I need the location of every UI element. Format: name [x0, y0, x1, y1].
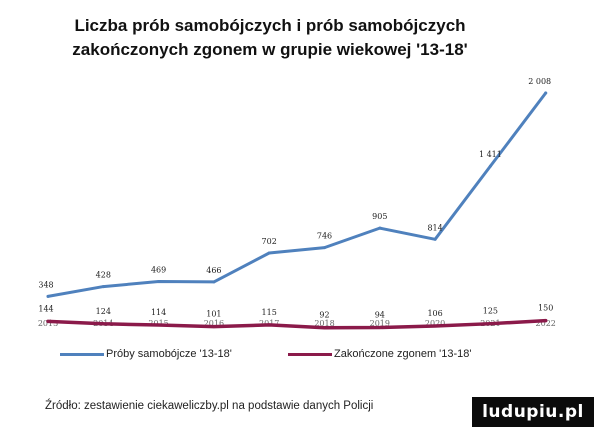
data-label-attempts: 905	[372, 212, 387, 221]
data-label-attempts: 1 411	[479, 150, 502, 159]
data-label-deaths: 124	[96, 307, 111, 316]
data-label-deaths: 125	[483, 307, 498, 316]
data-label-deaths: 92	[319, 311, 329, 320]
data-label-deaths: 106	[427, 309, 442, 318]
data-point-deaths	[101, 322, 105, 326]
legend-label-attempts: Próby samobójcze '13-18'	[106, 348, 232, 360]
legend-label-deaths: Zakończone zgonem '13-18'	[334, 348, 472, 360]
legend-item-deaths: Zakończone zgonem '13-18'	[288, 348, 472, 360]
x-tick-label: 2022	[536, 319, 556, 328]
data-label-deaths: 101	[206, 310, 221, 319]
data-label-attempts: 746	[317, 232, 332, 241]
data-point-attempts	[433, 237, 437, 241]
chart-title-line-1: Liczba prób samobójczych i prób samobójc…	[74, 16, 466, 35]
data-label-attempts: 469	[151, 266, 166, 275]
data-point-deaths	[267, 323, 271, 327]
data-point-attempts	[378, 226, 382, 230]
legend-swatch-attempts	[60, 352, 104, 356]
data-point-attempts	[544, 91, 548, 95]
data-label-attempts: 466	[206, 266, 221, 275]
data-point-deaths	[378, 325, 382, 329]
data-label-attempts: 2 008	[528, 77, 551, 86]
data-label-attempts: 814	[427, 223, 442, 232]
data-point-deaths	[544, 319, 548, 323]
x-tick-label: 2018	[314, 319, 334, 328]
data-label-attempts: 702	[262, 237, 277, 246]
chart-title-line-2: zakończonych zgonem w grupie wiekowej '1…	[72, 40, 468, 59]
data-point-deaths	[433, 324, 437, 328]
chart-title: Liczba prób samobójczych i prób samobójc…	[40, 14, 500, 62]
data-point-attempts	[101, 285, 105, 289]
data-point-deaths	[212, 325, 216, 329]
data-label-deaths: 114	[151, 308, 166, 317]
data-point-attempts	[157, 280, 161, 284]
data-point-deaths	[323, 326, 326, 330]
watermark-logo: ludupiu.pl	[472, 397, 594, 427]
legend-swatch-deaths	[288, 352, 332, 356]
data-label-deaths: 150	[538, 304, 553, 313]
x-tick-label: 2016	[204, 319, 224, 328]
data-point-attempts	[488, 164, 492, 168]
data-point-attempts	[46, 294, 50, 298]
data-label-deaths: 144	[38, 304, 53, 313]
source-note: Źródło: zestawienie ciekaweliczby.pl na …	[45, 400, 374, 412]
x-tick-label: 2020	[425, 319, 445, 328]
legend-item-attempts: Próby samobójcze '13-18'	[60, 348, 232, 360]
data-point-attempts	[212, 280, 216, 284]
data-point-deaths	[157, 323, 161, 327]
data-point-deaths	[488, 322, 492, 326]
data-label-attempts: 428	[96, 271, 111, 280]
chart-legend: Próby samobójcze '13-18' Zakończone zgon…	[0, 348, 600, 364]
series-line-attempts	[46, 91, 548, 298]
data-point-deaths	[46, 319, 50, 323]
data-point-attempts	[323, 246, 326, 250]
data-label-attempts: 348	[38, 280, 53, 289]
data-label-deaths: 94	[375, 310, 385, 319]
data-point-attempts	[267, 251, 271, 255]
series-line-deaths	[46, 318, 548, 330]
x-tick-label: 2013	[38, 319, 58, 328]
x-tick-label: 2019	[370, 319, 390, 328]
data-label-deaths: 115	[262, 308, 277, 317]
